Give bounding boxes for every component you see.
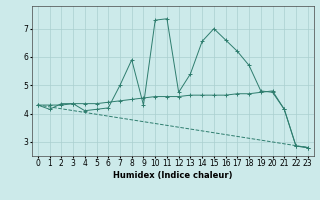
X-axis label: Humidex (Indice chaleur): Humidex (Indice chaleur) (113, 171, 233, 180)
